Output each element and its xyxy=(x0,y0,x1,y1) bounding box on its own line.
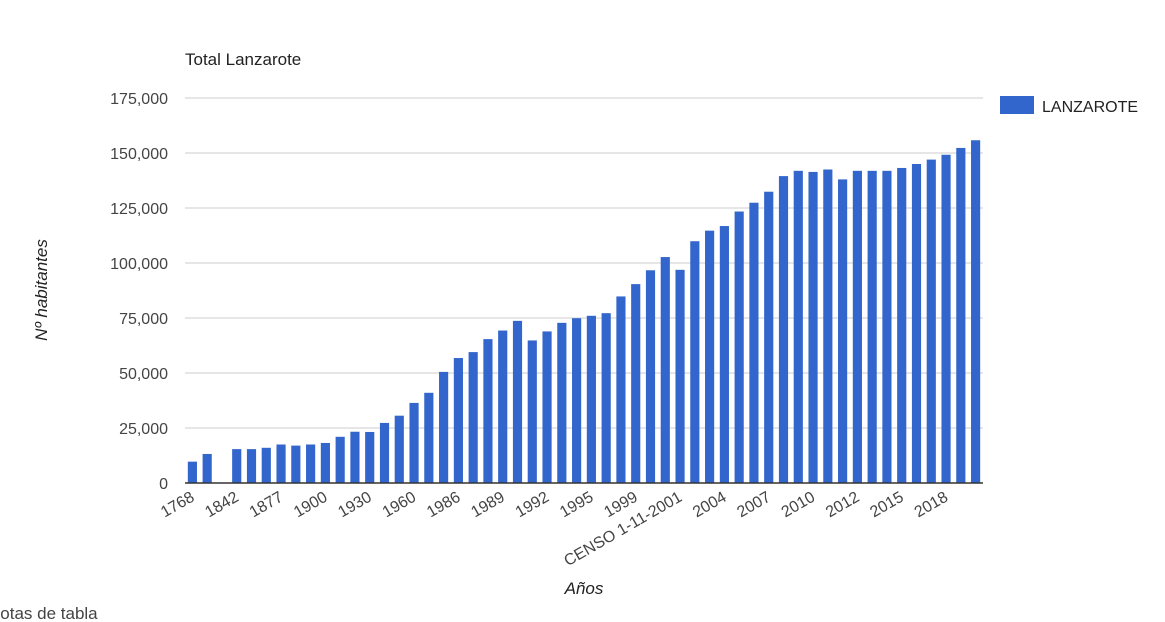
bar[interactable] xyxy=(557,322,567,483)
bar[interactable] xyxy=(365,431,375,483)
bar[interactable] xyxy=(616,296,626,483)
bar[interactable] xyxy=(246,449,257,483)
bar[interactable] xyxy=(483,339,493,483)
bar[interactable] xyxy=(705,230,715,483)
bar[interactable] xyxy=(897,167,907,483)
bar[interactable] xyxy=(202,453,212,483)
x-tick-label: 1877 xyxy=(247,489,286,522)
bar[interactable] xyxy=(572,318,582,483)
y-tick-label: 0 xyxy=(159,476,168,493)
bar[interactable] xyxy=(971,140,981,484)
bar[interactable] xyxy=(911,164,922,483)
bar[interactable] xyxy=(867,170,877,483)
chart-title: Total Lanzarote xyxy=(185,50,301,69)
x-tick-label: 1995 xyxy=(557,489,596,522)
gridlines xyxy=(185,97,983,429)
bars xyxy=(187,140,981,484)
bar[interactable] xyxy=(793,170,803,483)
bar[interactable] xyxy=(941,154,951,483)
bar[interactable] xyxy=(232,449,242,483)
bar[interactable] xyxy=(187,461,197,483)
y-tick-label: 125,000 xyxy=(110,201,168,218)
x-tick-label: 1986 xyxy=(424,489,463,522)
x-tick-label: 1930 xyxy=(335,489,374,522)
y-tick-label: 150,000 xyxy=(110,146,168,163)
x-tick-label: 2012 xyxy=(823,489,862,522)
bar[interactable] xyxy=(675,269,685,483)
bar[interactable] xyxy=(306,444,316,484)
bar[interactable] xyxy=(808,171,818,484)
x-tick-label: 1768 xyxy=(158,489,197,522)
bar[interactable] xyxy=(749,202,759,483)
bar[interactable] xyxy=(394,415,404,483)
bar[interactable] xyxy=(690,241,700,483)
bar[interactable] xyxy=(719,226,729,484)
x-tick-label: 2010 xyxy=(779,489,818,522)
y-tick-label: 175,000 xyxy=(110,91,168,108)
bar[interactable] xyxy=(542,331,552,483)
bar[interactable] xyxy=(778,176,789,483)
table-notes-link[interactable]: Notas de tabla xyxy=(0,604,98,622)
y-tick-label: 50,000 xyxy=(119,366,168,383)
bar[interactable] xyxy=(276,444,286,484)
bar[interactable] xyxy=(882,170,892,483)
x-tick-label: 1900 xyxy=(291,489,330,522)
y-axis-label: Nº habitantes xyxy=(32,239,51,341)
legend-swatch xyxy=(1000,96,1034,114)
x-tick-label: 2015 xyxy=(867,489,906,522)
x-tick-label: 2018 xyxy=(912,489,951,522)
bar[interactable] xyxy=(424,392,434,483)
bar[interactable] xyxy=(838,179,848,483)
x-tick-label: 1842 xyxy=(202,489,241,522)
bar[interactable] xyxy=(261,447,271,483)
x-axis-tick-labels: 1768 1842 1877 1900 1930 1960 1986 1989 1992 1995… xyxy=(158,489,951,570)
x-tick-label: 1989 xyxy=(468,489,507,522)
x-tick-label: 2004 xyxy=(690,489,729,522)
y-tick-label: 100,000 xyxy=(110,256,168,273)
bar[interactable] xyxy=(852,170,862,483)
bar[interactable] xyxy=(527,340,537,483)
bar[interactable] xyxy=(601,313,611,483)
bar[interactable] xyxy=(409,402,419,483)
x-axis-label: Años xyxy=(564,579,604,598)
bar[interactable] xyxy=(660,257,670,483)
bar[interactable] xyxy=(734,211,744,483)
bar[interactable] xyxy=(468,352,478,483)
bar[interactable] xyxy=(645,270,656,483)
x-tick-label: 1960 xyxy=(380,489,419,522)
legend: LANZAROTE xyxy=(1000,96,1138,116)
bar[interactable] xyxy=(764,191,774,483)
bar[interactable] xyxy=(926,159,936,483)
legend-label: LANZAROTE xyxy=(1042,99,1138,116)
bar[interactable] xyxy=(586,315,596,483)
bar[interactable] xyxy=(498,330,508,483)
bar[interactable] xyxy=(631,284,641,483)
bar[interactable] xyxy=(453,358,463,483)
bar[interactable] xyxy=(350,431,360,483)
bar[interactable] xyxy=(379,422,390,483)
y-axis-tick-labels: 0 25,000 50,000 75,000 100,000 125,000 150,000… xyxy=(110,91,168,493)
y-tick-label: 75,000 xyxy=(119,311,168,328)
bar[interactable] xyxy=(291,445,301,483)
x-tick-label: 2007 xyxy=(734,489,773,522)
y-tick-label: 25,000 xyxy=(119,421,168,438)
bar[interactable] xyxy=(335,436,345,483)
bar[interactable] xyxy=(823,169,833,484)
x-tick-label: 1992 xyxy=(513,489,552,522)
bar[interactable] xyxy=(512,320,523,483)
bar[interactable] xyxy=(439,371,449,483)
bar[interactable] xyxy=(320,442,330,483)
bar[interactable] xyxy=(956,147,966,483)
